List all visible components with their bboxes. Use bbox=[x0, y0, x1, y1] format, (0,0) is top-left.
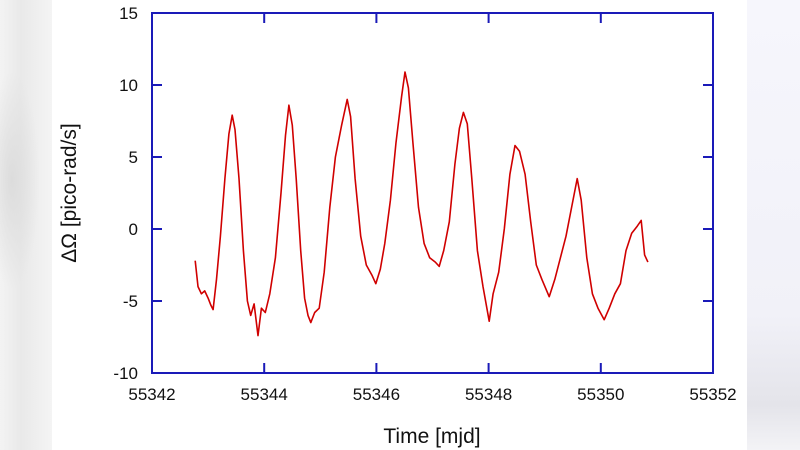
y-tick-label: -5 bbox=[123, 292, 138, 311]
x-tick-label: 55350 bbox=[577, 385, 624, 404]
chart-panel: 15 10 5 0 -5 -10 55342 55344 55346 55348 55350 553… bbox=[52, 0, 747, 450]
y-tick-label: 10 bbox=[119, 76, 138, 95]
x-tick-label: 55344 bbox=[241, 385, 288, 404]
y-tick-label: 15 bbox=[119, 4, 138, 23]
y-axis-ticks: 15 10 5 0 -5 -10 bbox=[113, 4, 713, 383]
series-polyline bbox=[194, 71, 649, 337]
x-tick-label: 55352 bbox=[689, 385, 736, 404]
data-series-line bbox=[194, 71, 649, 337]
x-tick-label: 55348 bbox=[465, 385, 512, 404]
y-axis-title: ΔΩ [pico-rad/s] bbox=[58, 123, 81, 262]
blurred-backdrop-left bbox=[0, 0, 52, 450]
x-tick-label: 55342 bbox=[128, 385, 175, 404]
axes-box bbox=[151, 12, 714, 374]
y-tick-label: 0 bbox=[129, 220, 138, 239]
plot-frame bbox=[151, 12, 714, 374]
x-axis-title: Time [mjd] bbox=[383, 425, 480, 448]
y-tick-label: 5 bbox=[129, 148, 138, 167]
x-tick-label: 55346 bbox=[353, 385, 400, 404]
x-axis-ticks: 55342 55344 55346 55348 55350 55352 bbox=[128, 13, 737, 404]
y-tick-label: -10 bbox=[113, 364, 138, 383]
blurred-backdrop-right bbox=[747, 0, 800, 450]
